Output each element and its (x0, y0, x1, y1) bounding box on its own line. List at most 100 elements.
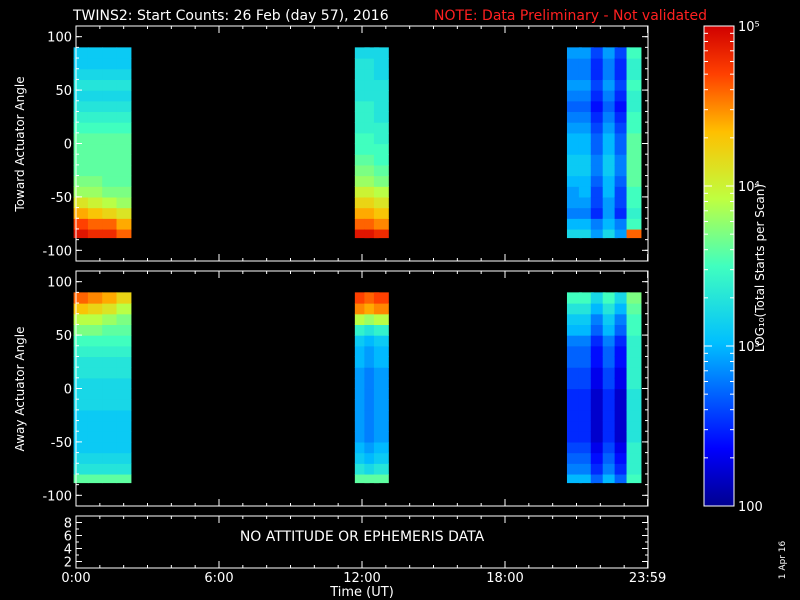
heatmap-cell (354, 356, 370, 368)
heatmap-cell (373, 122, 389, 134)
heatmap-cell (116, 186, 132, 198)
heatmap-cell (373, 292, 389, 304)
heatmap-cell (73, 313, 89, 326)
heatmap-cell (87, 356, 103, 368)
heatmap-cell (614, 399, 630, 411)
heatmap-cell (626, 420, 642, 432)
heatmap-cell (373, 473, 389, 484)
heatmap-cell (602, 367, 618, 379)
heatmap-cell (578, 132, 594, 145)
heatmap-cell (626, 377, 642, 390)
heatmap-cell (578, 154, 594, 166)
heatmap-cell (614, 58, 630, 70)
y-tick-label: -100 (42, 244, 72, 259)
y-tick-label: -50 (51, 191, 72, 206)
xticks: 0:00 6:00 12:00 18:00 23:59 (61, 26, 666, 586)
heatmap-cell (566, 367, 582, 379)
heatmap-cell (73, 79, 89, 91)
heatmap-cell (87, 100, 103, 113)
heatmap-cell (590, 111, 606, 123)
heatmap-cell (364, 207, 380, 219)
heatmap-cell (73, 196, 89, 209)
heatmap-cell (373, 441, 389, 454)
heatmap-cell (73, 175, 89, 187)
heatmap-cell (626, 196, 642, 209)
heatmap-cell (614, 154, 630, 166)
heatmap-cell (590, 68, 606, 81)
y-tick-label: 4 (64, 543, 72, 558)
y-tick-label: 50 (55, 329, 72, 344)
heatmap-cell (626, 154, 642, 166)
heatmap-cell (87, 388, 103, 400)
heatmap-cell (590, 420, 606, 432)
heatmap-cell (566, 452, 582, 464)
heatmap-cell (73, 111, 89, 123)
heatmap-cell (373, 377, 389, 390)
heatmap-cell (566, 335, 582, 347)
heatmap-cell (590, 196, 606, 209)
heatmap-cell (602, 218, 618, 230)
heatmap-cell (73, 409, 89, 422)
heatmap-cell (73, 377, 89, 390)
heatmap-cell (614, 303, 630, 315)
heatmap-cell (578, 58, 594, 70)
heatmap-cell (614, 367, 630, 379)
heatmap-cell (602, 47, 618, 59)
heatmap-cell (116, 420, 132, 432)
heatmap-cell (116, 345, 132, 358)
heatmap-cell (614, 324, 630, 336)
heatmap-cell (102, 303, 118, 315)
heatmap-cell (626, 218, 642, 230)
heatmap-cell (614, 409, 630, 422)
heatmap-cell (602, 473, 618, 484)
heatmap-cell (602, 345, 618, 358)
heatmap-cell (602, 132, 618, 145)
heatmap-cell (626, 431, 642, 443)
colorbar-frame (703, 25, 735, 507)
heatmap-cell (364, 58, 380, 70)
y-tick-label: -50 (51, 436, 72, 451)
heatmap-cell (566, 90, 582, 102)
heatmap-cell (102, 313, 118, 326)
heatmap-cell (373, 452, 389, 464)
heatmap-cell (578, 388, 594, 400)
heatmap-cell (590, 388, 606, 400)
heatmap-cell (566, 196, 582, 209)
heatmap-cell (354, 292, 370, 304)
heatmap-cell (102, 164, 118, 177)
heatmap-cell (614, 132, 630, 145)
heatmap-cell (590, 473, 606, 484)
heatmap-cell (116, 409, 132, 422)
heatmap-cell (87, 228, 103, 239)
heatmap-toward (73, 47, 642, 239)
yticks-toward: 100 50 0 -50 -100 (42, 25, 648, 262)
heatmap-cell (373, 90, 389, 102)
heatmap-cell (364, 90, 380, 102)
heatmap-cell (354, 463, 370, 475)
heatmap-cell (578, 79, 594, 91)
heatmap-cell (566, 175, 582, 187)
heatmap-cell (102, 132, 118, 145)
heatmap-cell (102, 463, 118, 475)
heatmap-cell (602, 79, 618, 91)
heatmap-cell (566, 186, 582, 198)
colorbar-tick-label: 10⁵ (738, 20, 760, 35)
y-tick-label: 0 (64, 138, 72, 153)
heatmap-cell (626, 303, 642, 315)
heatmap-cell (626, 388, 642, 400)
heatmap-cell (364, 143, 380, 155)
heatmap-cell (354, 68, 370, 81)
heatmap-cell (364, 388, 380, 400)
heatmap-cell (87, 58, 103, 70)
heatmap-cell (602, 335, 618, 347)
heatmap-cell (566, 228, 582, 239)
heatmap-cell (354, 122, 370, 134)
heatmap-cell (116, 228, 132, 239)
heatmap-cell (102, 154, 118, 166)
heatmap-cell (354, 132, 370, 145)
heatmap-cell (364, 122, 380, 134)
heatmap-cell (364, 452, 380, 464)
heatmap-cell (373, 218, 389, 230)
heatmap-cell (364, 228, 380, 239)
heatmap-cell (578, 399, 594, 411)
